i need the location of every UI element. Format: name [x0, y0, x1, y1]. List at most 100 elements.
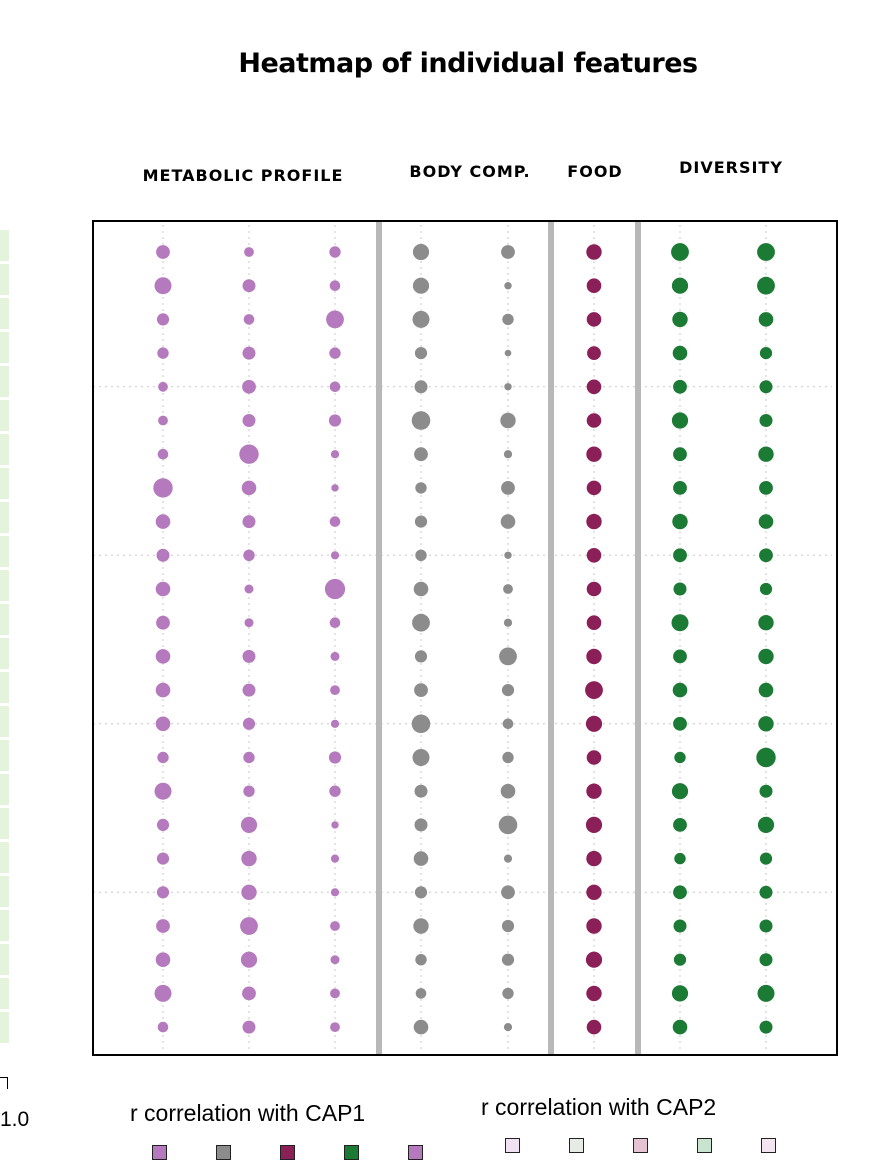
heatmap-dot-r11-c2 — [244, 584, 254, 594]
heatmap-dot-r24-c3 — [330, 1022, 340, 1032]
heatmap-dot-r11-c8 — [759, 582, 773, 596]
heatmap-dot-r13-c5 — [499, 647, 517, 666]
heatmap-dot-r2-c6 — [586, 278, 602, 294]
left-strip-cell — [0, 910, 9, 941]
left-partial-axis-tick — [0, 1077, 8, 1089]
heatmap-dot-r14-c8 — [758, 682, 774, 698]
heatmap-dot-r3-c2 — [243, 314, 255, 325]
heatmap-dot-r11-c7 — [673, 582, 687, 596]
left-strip-cell — [0, 842, 9, 873]
heatmap-dot-r17-c8 — [759, 784, 773, 798]
heatmap-dot-r11-c4 — [413, 581, 429, 597]
heatmap-dot-r8-c6 — [586, 480, 602, 496]
heatmap-dot-r13-c8 — [758, 648, 774, 665]
heatmap-dot-r17-c5 — [500, 783, 516, 799]
left-strip-cell — [0, 502, 9, 533]
heatmap-dot-r15-c1 — [155, 716, 171, 732]
heatmap-dot-r14-c1 — [155, 682, 171, 698]
heatmap-dot-r6-c7 — [671, 412, 689, 429]
heatmap-dot-r15-c8 — [758, 716, 774, 732]
heatmap-dot-r7-c1 — [157, 448, 169, 460]
heatmap-dot-r19-c1 — [156, 852, 170, 865]
heatmap-dot-r16-c7 — [674, 751, 686, 764]
heatmap-dot-r4-c1 — [157, 347, 169, 359]
left-strip-cell — [0, 298, 9, 329]
heatmap-dot-r12-c7 — [671, 614, 689, 632]
heatmap-dot-r2-c7 — [671, 277, 689, 294]
heatmap-dot-r5-c2 — [242, 379, 256, 394]
heatmap-dot-r1-c6 — [586, 244, 602, 260]
left-strip-cell — [0, 944, 9, 975]
heatmap-dot-r23-c5 — [502, 987, 514, 1000]
heatmap-dot-r22-c8 — [759, 953, 773, 967]
heatmap-dot-r6-c1 — [158, 415, 168, 426]
heatmap-dot-r21-c4 — [413, 918, 429, 934]
left-strip-cell — [0, 1012, 9, 1043]
heatmap-dot-r18-c1 — [156, 818, 170, 832]
heatmap-dot-r9-c6 — [586, 513, 602, 530]
left-strip-cell — [0, 808, 9, 839]
heatmap-dot-r7-c8 — [758, 446, 774, 462]
heatmap-dot-r14-c5 — [501, 684, 515, 697]
heatmap-dot-r22-c3 — [330, 955, 340, 965]
heatmap-dot-r18-c4 — [414, 818, 428, 832]
heatmap-dot-r16-c6 — [586, 750, 602, 765]
heatmap-dot-r1-c1 — [156, 245, 170, 259]
heatmap-dot-r3-c7 — [672, 311, 688, 328]
heatmap-dot-r11-c3 — [324, 578, 346, 600]
heatmap-dot-r9-c5 — [500, 514, 516, 529]
heatmap-dot-r19-c6 — [586, 850, 602, 867]
left-strip-cell — [0, 876, 9, 907]
heatmap-dot-r16-c8 — [756, 747, 776, 768]
heatmap-dot-r8-c5 — [501, 481, 515, 495]
left-strip-cell — [0, 638, 9, 669]
heatmap-dot-r9-c1 — [155, 514, 171, 529]
heatmap-dot-r5-c3 — [329, 381, 341, 393]
heatmap-dot-r12-c1 — [156, 615, 170, 630]
heatmap-dot-r4-c6 — [587, 346, 601, 360]
heatmap-dot-r19-c7 — [674, 852, 686, 865]
left-strip-cell — [0, 230, 9, 261]
left-strip-cell — [0, 468, 9, 499]
heatmap-dot-r22-c5 — [501, 953, 515, 966]
left-strip-cell — [0, 604, 9, 635]
legend-title-cap1: r correlation with CAP1 — [130, 1100, 366, 1126]
heatmap-dot-r21-c6 — [586, 918, 602, 934]
heatmap-dot-r2-c1 — [154, 277, 172, 295]
heatmap-dot-r6-c8 — [759, 414, 773, 427]
heatmap-dot-r13-c4 — [414, 650, 428, 663]
heatmap-dot-r22-c1 — [155, 952, 171, 967]
heatmap-dot-r9-c7 — [672, 513, 688, 530]
heatmap-dot-r20-c1 — [156, 886, 170, 899]
heatmap-dot-r16-c4 — [412, 749, 430, 766]
heatmap-dot-r1-c5 — [501, 245, 515, 259]
group-label-diversity: DIVERSITY — [679, 158, 783, 177]
heatmap-dot-r12-c8 — [758, 615, 774, 631]
heatmap-dot-r3-c3 — [326, 310, 344, 329]
legend-cap2-swatch-4 — [697, 1138, 712, 1153]
heatmap-dot-r12-c2 — [244, 618, 254, 628]
heatmap-dot-r17-c7 — [671, 783, 689, 800]
heatmap-dot-r23-c1 — [154, 984, 172, 1002]
heatmap-dot-r13-c7 — [673, 649, 687, 664]
heatmap-dot-r3-c5 — [502, 313, 514, 326]
left-partial-color-strip — [0, 230, 9, 1050]
heatmap-dot-r20-c7 — [673, 885, 687, 900]
heatmap-dot-r14-c3 — [330, 685, 340, 695]
heatmap-dot-r6-c3 — [328, 414, 342, 427]
heatmap-dot-r15-c4 — [411, 714, 431, 734]
heatmap-dot-r20-c8 — [759, 885, 773, 899]
heatmap-dot-r23-c3 — [330, 988, 340, 999]
heatmap-dot-r17-c6 — [586, 783, 602, 799]
heatmap-dot-r3-c4 — [412, 310, 430, 328]
heatmap-dot-r23-c7 — [671, 985, 689, 1002]
left-strip-cell — [0, 366, 9, 397]
heatmap-dot-r24-c7 — [672, 1019, 688, 1035]
heatmap-dot-r7-c6 — [586, 446, 602, 462]
heatmap-dot-r20-c2 — [241, 884, 257, 900]
heatmap-dot-r21-c8 — [759, 919, 773, 933]
legend-cap1-swatch-5 — [408, 1145, 423, 1160]
heatmap-dot-r23-c8 — [757, 984, 775, 1002]
heatmap-dot-r21-c7 — [673, 919, 687, 933]
